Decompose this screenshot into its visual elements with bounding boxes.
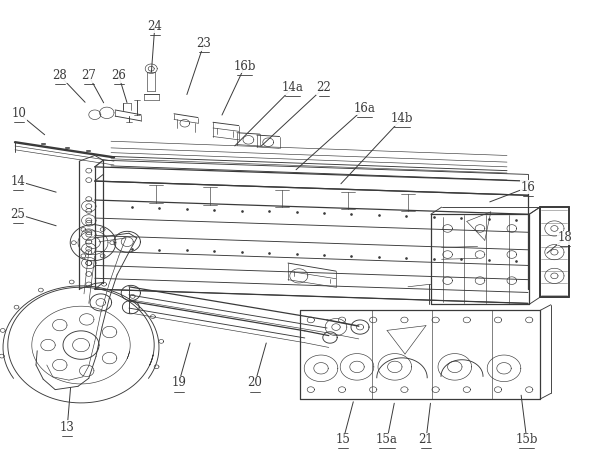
Text: 14: 14 [11,174,25,188]
Text: 18: 18 [558,231,572,245]
Text: 21: 21 [419,433,433,447]
Text: 16b: 16b [233,60,256,73]
Text: 26: 26 [112,69,126,82]
Text: 10: 10 [12,107,26,120]
Text: 14b: 14b [391,112,413,125]
Text: 28: 28 [53,69,67,82]
Text: 15b: 15b [515,433,538,447]
Text: 13: 13 [60,421,74,434]
Text: 22: 22 [317,81,331,94]
Text: 15: 15 [336,433,350,447]
Text: 27: 27 [82,69,96,82]
Text: 25: 25 [11,208,25,221]
Text: 19: 19 [172,376,186,390]
Text: 16: 16 [521,181,535,194]
Text: 24: 24 [148,19,162,33]
Text: 14a: 14a [282,81,304,94]
Text: 23: 23 [197,37,211,50]
Text: 16a: 16a [354,101,376,115]
Text: 15a: 15a [376,433,398,447]
Text: 20: 20 [248,376,262,390]
